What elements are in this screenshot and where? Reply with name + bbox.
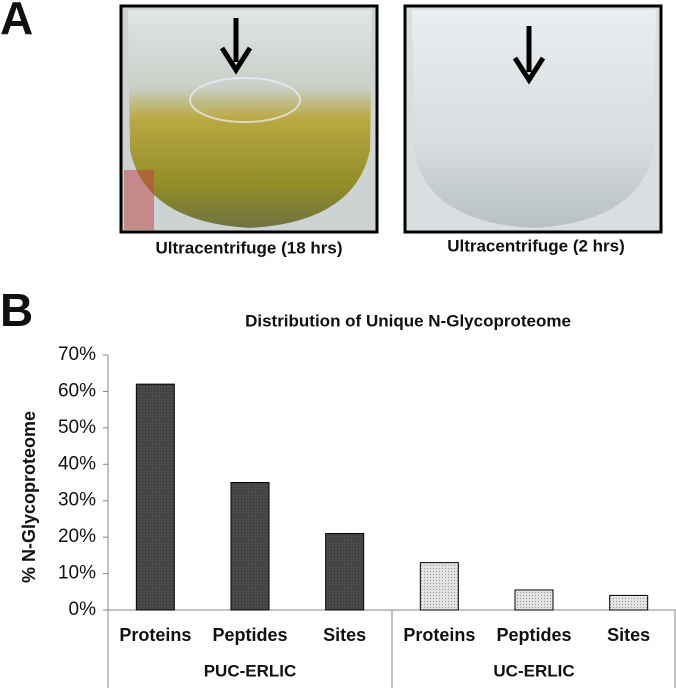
bar-texture (515, 589, 553, 610)
x-tick-label: Proteins (403, 625, 475, 645)
photo (119, 4, 379, 234)
photo-caption: Ultracentrifuge (2 hrs) (447, 236, 625, 255)
y-axis-label: % N-Glycoproteome (19, 411, 39, 583)
bar-texture (420, 562, 459, 610)
y-tick-label: 50% (58, 417, 96, 438)
y-tick-label: 40% (58, 453, 96, 474)
bar-texture (231, 482, 269, 610)
x-tick-label: Sites (323, 625, 366, 645)
group-label: UC-ERLIC (493, 661, 574, 680)
y-tick-label: 30% (58, 490, 96, 511)
photo-caption: Ultracentrifuge (18 hrs) (155, 238, 342, 257)
bar-texture (325, 533, 364, 610)
photo (403, 4, 663, 234)
panel-label: B (0, 284, 33, 336)
panel-label: A (0, 0, 33, 44)
y-tick-label: 60% (58, 380, 96, 401)
y-tick-label: 10% (58, 563, 96, 584)
x-tick-label: Peptides (496, 625, 571, 645)
group-label: PUC-ERLIC (204, 661, 297, 680)
x-tick-label: Proteins (119, 625, 191, 645)
x-tick-label: Peptides (212, 625, 287, 645)
x-tick-label: Sites (607, 625, 650, 645)
y-tick-label: 0% (69, 599, 97, 620)
y-tick-label: 20% (58, 526, 96, 547)
bar-texture (609, 595, 648, 610)
chart-title: Distribution of Unique N-Glycoproteome (245, 311, 571, 330)
y-tick-label: 70% (58, 344, 96, 365)
bar-texture (136, 384, 175, 610)
